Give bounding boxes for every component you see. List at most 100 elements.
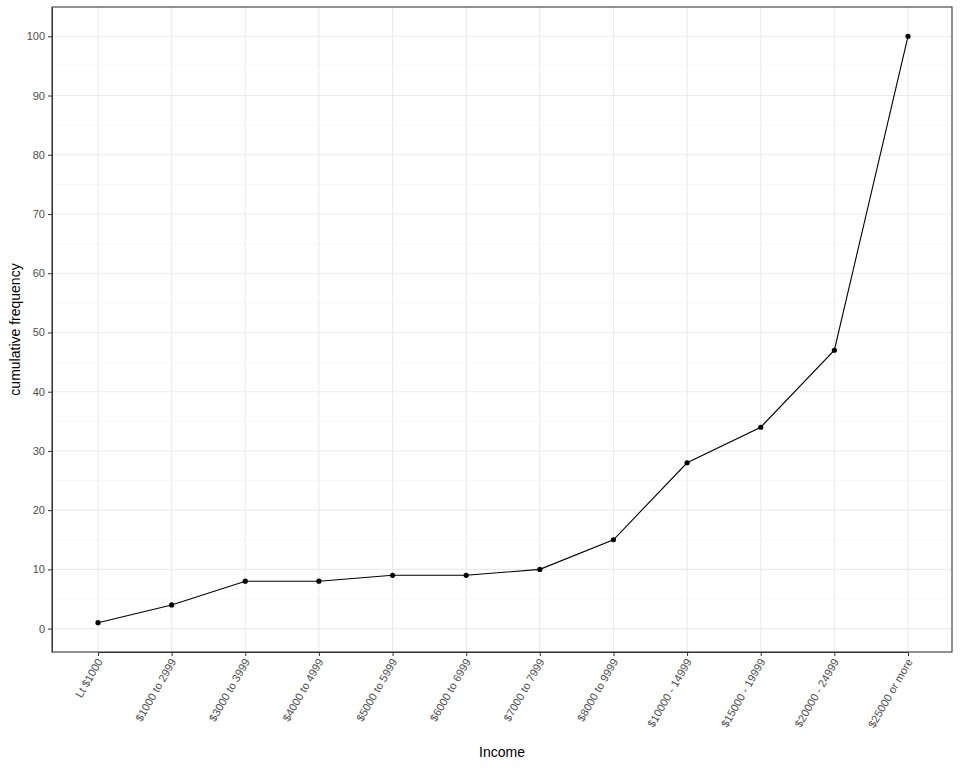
y-tick-mark — [48, 273, 52, 274]
y-tick-label: 50 — [33, 326, 45, 338]
grid-line — [687, 7, 688, 652]
point — [758, 425, 763, 430]
y-tick-label: 20 — [33, 504, 45, 516]
y-tick-mark — [48, 629, 52, 630]
grid-line — [52, 510, 952, 511]
grid-line — [245, 7, 246, 652]
y-axis-line — [52, 8, 53, 653]
y-tick: 90 — [33, 90, 52, 102]
y-tick: 0 — [39, 623, 52, 635]
chart: 0102030405060708090100Lt $1000$1000 to 2… — [0, 0, 960, 768]
x-tick: $5000 to 5999 — [354, 652, 400, 723]
grid-line — [52, 273, 952, 274]
y-tick: 30 — [33, 445, 52, 457]
x-tick-label: $4000 to 4999 — [280, 656, 326, 723]
y-tick-mark — [48, 36, 52, 37]
grid-line — [52, 391, 952, 392]
x-tick-mark — [319, 652, 320, 656]
x-tick-mark — [613, 652, 614, 656]
grid-line — [52, 36, 952, 37]
plot-area — [52, 7, 952, 652]
y-tick: 40 — [33, 386, 52, 398]
grid-line — [539, 7, 540, 652]
x-tick-label: $25000 or more — [866, 656, 915, 729]
y-tick: 70 — [33, 208, 52, 220]
y-tick-mark — [48, 155, 52, 156]
x-tick-label: $8000 to 9999 — [575, 656, 621, 723]
x-tick: $20000 - 24999 — [792, 652, 841, 729]
x-tick-mark — [540, 652, 541, 656]
y-tick-label: 60 — [33, 267, 45, 279]
grid-line — [171, 7, 172, 652]
point — [95, 620, 100, 625]
grid-line — [834, 7, 835, 652]
grid-line — [52, 95, 952, 96]
x-axis-title: Income — [479, 744, 525, 760]
grid-line — [52, 213, 952, 214]
point — [684, 460, 689, 465]
x-axis-line — [99, 652, 909, 653]
x-tick-mark — [687, 652, 688, 656]
minor-grid-line — [52, 421, 952, 422]
grid-line — [52, 450, 952, 451]
y-axis-title: cumulative frequency — [7, 263, 23, 395]
y-tick-label: 0 — [39, 623, 45, 635]
point — [832, 348, 837, 353]
minor-grid-line — [52, 362, 952, 363]
y-tick-mark — [48, 451, 52, 452]
y-tick-mark — [48, 96, 52, 97]
minor-grid-line — [52, 243, 952, 244]
grid-line — [318, 7, 319, 652]
point — [905, 34, 910, 39]
x-tick-label: $6000 to 6999 — [427, 656, 473, 723]
x-tick-mark — [908, 652, 909, 656]
grid-line — [52, 628, 952, 629]
y-tick-mark — [48, 332, 52, 333]
point — [611, 537, 616, 542]
x-tick-label: $7000 to 7999 — [501, 656, 547, 723]
grid-line — [613, 7, 614, 652]
x-tick-label: $5000 to 5999 — [354, 656, 400, 723]
x-tick-mark — [98, 652, 99, 656]
x-tick: $15000 - 19999 — [719, 652, 768, 729]
grid-line — [392, 7, 393, 652]
background — [0, 0, 960, 768]
point — [243, 579, 248, 584]
grid-line — [52, 569, 952, 570]
x-tick-mark — [393, 652, 394, 656]
point — [537, 567, 542, 572]
minor-grid-line — [52, 125, 952, 126]
x-tick: $10000 - 14999 — [645, 652, 694, 729]
x-tick-mark — [761, 652, 762, 656]
y-tick: 60 — [33, 267, 52, 279]
grid — [52, 7, 952, 652]
x-tick-mark — [834, 652, 835, 656]
grid-line — [760, 7, 761, 652]
y-tick: 50 — [33, 326, 52, 338]
y-tick-label: 80 — [33, 149, 45, 161]
marks — [95, 34, 910, 626]
x-tick: $6000 to 6999 — [427, 652, 473, 723]
minor-grid-line — [52, 598, 952, 599]
minor-grid-line — [52, 184, 952, 185]
y-tick-label: 100 — [27, 30, 45, 42]
point — [169, 602, 174, 607]
x-tick-label: $20000 - 24999 — [792, 656, 841, 729]
grid-line — [52, 154, 952, 155]
point — [316, 579, 321, 584]
y-tick-label: 70 — [33, 208, 45, 220]
grid-line — [907, 7, 908, 652]
y-axis: 0 10 20 30 40 50 60 70 80 90 100 — [27, 8, 53, 653]
x-tick-label: Lt $1000 — [73, 656, 105, 699]
grid-line — [466, 7, 467, 652]
y-tick-mark — [48, 569, 52, 570]
x-tick-mark — [245, 652, 246, 656]
x-tick-mark — [466, 652, 467, 656]
x-tick: $7000 to 7999 — [501, 652, 547, 723]
grid-line — [52, 332, 952, 333]
x-tick: $8000 to 9999 — [575, 652, 621, 723]
minor-grid-line — [52, 539, 952, 540]
x-tick-mark — [172, 652, 173, 656]
x-tick: $3000 to 3999 — [206, 652, 252, 723]
y-tick-label: 10 — [33, 563, 45, 575]
